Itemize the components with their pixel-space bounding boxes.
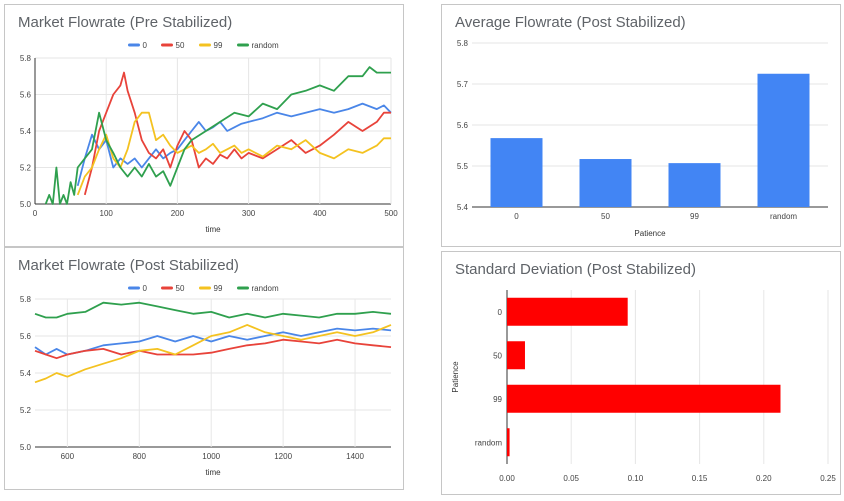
bar-0 bbox=[507, 297, 628, 326]
y-tick-label: 5.6 bbox=[20, 332, 32, 341]
x-axis-label: time bbox=[205, 468, 221, 477]
std-deviation-chart: 0.00 0.05 0.10 0.15 0.20 0.25 0 50 99 random Patie… bbox=[451, 290, 836, 483]
x-axis-label: time bbox=[205, 225, 221, 234]
x-tick-label: 300 bbox=[242, 209, 256, 218]
x-tick-label: 1200 bbox=[274, 452, 292, 461]
x-tick-label: 800 bbox=[133, 452, 147, 461]
bar-random bbox=[757, 73, 810, 207]
x-tick-label: 1400 bbox=[346, 452, 364, 461]
bar-random bbox=[507, 428, 510, 457]
post-stabilized-panel: Market Flowrate (Post Stabilized) 5.0 5.2… bbox=[4, 247, 404, 490]
x-tick-label: 0.20 bbox=[756, 474, 772, 483]
series-line-random bbox=[44, 66, 391, 205]
y-tick-label: 5.4 bbox=[457, 203, 469, 212]
x-tick-label: 0 bbox=[514, 212, 519, 221]
chart-title: Market Flowrate (Post Stabilized) bbox=[18, 257, 239, 274]
y-tick-label: 5.7 bbox=[457, 80, 469, 89]
y-tick-label: 5.2 bbox=[20, 406, 32, 415]
y-tick-label: 5.0 bbox=[20, 200, 32, 209]
x-axis-label: Patience bbox=[634, 229, 666, 238]
legend-label-50: 50 bbox=[176, 284, 185, 293]
x-tick-label: 0.15 bbox=[692, 474, 708, 483]
legend-label-0: 0 bbox=[143, 41, 148, 50]
y-tick-label: 5.0 bbox=[20, 443, 32, 452]
bar-0 bbox=[490, 138, 543, 207]
legend-label-0: 0 bbox=[143, 284, 148, 293]
x-tick-label: 0 bbox=[33, 209, 38, 218]
bar-99 bbox=[668, 163, 721, 207]
y-tick-label: 5.6 bbox=[20, 91, 32, 100]
x-tick-label: 1000 bbox=[202, 452, 220, 461]
x-tick-label: 99 bbox=[690, 212, 699, 221]
x-tick-label: 600 bbox=[61, 452, 75, 461]
y-axis-label: Patience bbox=[451, 361, 460, 393]
chart-title: Market Flowrate (Pre Stabilized) bbox=[18, 14, 233, 31]
y-tick-label: 5.8 bbox=[20, 295, 32, 304]
y-tick-label: 5.4 bbox=[20, 127, 32, 136]
y-tick-label: 5.8 bbox=[457, 39, 469, 48]
bar-50 bbox=[579, 159, 632, 207]
y-tick-label: 5.5 bbox=[457, 162, 469, 171]
legend-label-random: random bbox=[252, 41, 279, 50]
x-tick-label: 500 bbox=[384, 209, 398, 218]
chart-title: Average Flowrate (Post Stabilized) bbox=[455, 14, 686, 31]
x-tick-label: 0.05 bbox=[563, 474, 579, 483]
pre-stabilized-chart: 5.0 5.2 5.4 5.6 5.8 0 100 200 300 400 500 time 0 50 99… bbox=[20, 41, 398, 234]
y-tick-label: 99 bbox=[493, 395, 502, 404]
pre-stabilized-panel: Market Flowrate (Pre Stabilized) 5.0 5.2 5… bbox=[4, 4, 404, 247]
average-flowrate-panel: Average Flowrate (Post Stabilized) 5.4 5.… bbox=[441, 4, 841, 247]
series-line-50 bbox=[34, 338, 392, 360]
average-flowrate-chart: 5.4 5.5 5.6 5.7 5.8 0 50 99 random Patience bbox=[457, 39, 828, 238]
y-tick-label: 5.4 bbox=[20, 369, 32, 378]
x-tick-label: 0.25 bbox=[820, 474, 836, 483]
legend-label-99: 99 bbox=[214, 284, 223, 293]
y-tick-label: random bbox=[475, 438, 502, 447]
x-tick-label: 100 bbox=[100, 209, 114, 218]
x-tick-label: 0.00 bbox=[499, 474, 515, 483]
std-deviation-panel: Standard Deviation (Post Stabilized) 0.0… bbox=[441, 251, 841, 495]
y-tick-label: 5.2 bbox=[20, 164, 32, 173]
legend-label-random: random bbox=[252, 284, 279, 293]
y-tick-label: 5.6 bbox=[457, 121, 469, 130]
x-tick-label: 200 bbox=[171, 209, 185, 218]
bar-50 bbox=[507, 341, 525, 370]
series-line-50 bbox=[83, 71, 391, 196]
post-stabilized-chart: 5.0 5.2 5.4 5.6 5.8 600 800 1000 1200 1400 time 0 50… bbox=[20, 284, 392, 477]
series-line-99 bbox=[34, 324, 392, 384]
x-tick-label: random bbox=[770, 212, 797, 221]
legend-label-99: 99 bbox=[214, 41, 223, 50]
bar-99 bbox=[507, 384, 781, 413]
x-tick-label: 0.10 bbox=[628, 474, 644, 483]
x-tick-label: 50 bbox=[601, 212, 610, 221]
series-line-random bbox=[34, 301, 392, 319]
legend-label-50: 50 bbox=[176, 41, 185, 50]
y-tick-label: 0 bbox=[498, 308, 503, 317]
y-tick-label: 50 bbox=[493, 351, 502, 360]
series-line-0 bbox=[76, 102, 392, 187]
chart-title: Standard Deviation (Post Stabilized) bbox=[455, 261, 696, 278]
y-tick-label: 5.8 bbox=[20, 54, 32, 63]
x-tick-label: 400 bbox=[313, 209, 327, 218]
